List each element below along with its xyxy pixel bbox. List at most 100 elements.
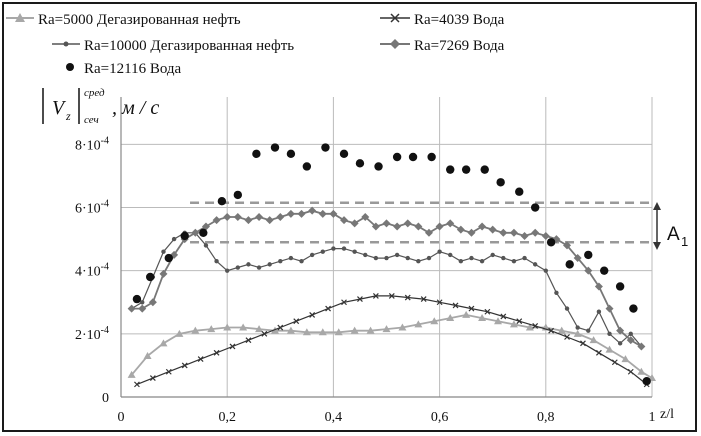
legend-marker-cross-icon xyxy=(390,13,400,23)
velocity-chart: Ra=5000 Дегазированная нефть Ra=4039 Вод… xyxy=(6,12,688,425)
data-point-dot xyxy=(246,262,251,267)
data-point-triangle xyxy=(605,345,614,353)
data-point-circle xyxy=(546,238,556,247)
data-point-triangle xyxy=(494,317,503,325)
data-point-circle xyxy=(302,162,312,171)
data-point-triangle xyxy=(589,336,598,344)
data-point-dot xyxy=(341,246,347,251)
legend-entry-4: Ra=12116 Вода xyxy=(66,61,182,77)
data-point-dot xyxy=(384,255,389,261)
x-tick-label: 0 xyxy=(118,410,125,425)
data-point-circle xyxy=(233,190,243,200)
grid xyxy=(121,97,653,397)
data-point-circle xyxy=(339,149,349,159)
data-point-dot xyxy=(586,328,591,333)
data-point-cross xyxy=(357,296,363,303)
data-point-triangle xyxy=(414,320,423,328)
data-point-diamond xyxy=(138,304,147,313)
data-point-triangle xyxy=(525,323,534,331)
x-axis-label: z/l xyxy=(660,407,674,422)
data-point-triangle xyxy=(350,326,359,334)
data-point-dot xyxy=(564,306,570,311)
data-point-cross xyxy=(404,294,411,301)
x-tick-label: 0,8 xyxy=(537,410,555,425)
legend-label-3: Ra=7269 Вода xyxy=(414,38,505,54)
legend-entry-2: Ra=10000 Дегазированная нефть xyxy=(52,38,294,54)
legend-label-4: Ra=12116 Вода xyxy=(84,61,182,77)
series-line xyxy=(136,295,648,385)
data-point-dot xyxy=(373,255,379,261)
data-point-diamond xyxy=(478,222,487,231)
data-point-dot xyxy=(596,309,602,314)
reference-lines xyxy=(190,201,652,244)
data-point-dot xyxy=(479,259,485,264)
data-point-circle xyxy=(180,231,189,241)
data-point-dot xyxy=(278,259,283,264)
data-point-dot xyxy=(532,262,538,267)
series-group xyxy=(127,143,656,388)
data-point-diamond xyxy=(488,225,497,234)
data-point-diamond xyxy=(531,228,540,237)
data-point-diamond xyxy=(148,298,157,307)
data-point-circle xyxy=(252,149,261,159)
data-point-dot xyxy=(628,331,633,337)
ylabel-sub-sec: сеч xyxy=(84,114,99,126)
data-point-diamond xyxy=(340,216,349,225)
data-point-diamond xyxy=(563,241,572,250)
data-point-cross xyxy=(436,299,443,306)
data-point-cross xyxy=(500,313,507,320)
ylabel-sub: z xyxy=(65,109,71,123)
data-point-triangle xyxy=(430,317,439,325)
data-point-cross xyxy=(261,330,268,337)
data-point-triangle xyxy=(207,325,216,333)
x-tick-label: 0,4 xyxy=(325,410,343,425)
annotation-sub: 1 xyxy=(681,234,688,249)
data-point-diamond xyxy=(573,254,582,263)
data-point-circle xyxy=(565,260,574,269)
data-point-diamond xyxy=(223,213,232,221)
data-point-diamond xyxy=(382,219,391,228)
data-point-circle xyxy=(374,162,383,171)
data-point-dot xyxy=(617,341,623,346)
data-point-dot xyxy=(309,252,315,258)
data-point-dot xyxy=(448,252,453,258)
data-point-circle xyxy=(132,294,142,304)
legend-marker-triangle-icon xyxy=(15,13,25,22)
y-axis-label: V z сред сеч , м / с xyxy=(42,87,159,126)
data-point-diamond xyxy=(361,213,370,221)
data-point-diamond xyxy=(616,326,625,335)
data-point-cross xyxy=(595,349,602,356)
data-point-diamond xyxy=(318,209,327,218)
data-point-dot xyxy=(363,252,368,258)
x-tick-label: 0,6 xyxy=(431,410,449,425)
data-point-circle xyxy=(584,250,593,260)
data-point-dot xyxy=(225,268,230,273)
annotation-a: A xyxy=(667,224,680,245)
data-point-triangle xyxy=(509,320,518,328)
data-point-circle xyxy=(321,143,330,152)
data-point-diamond xyxy=(286,209,295,218)
data-point-dot xyxy=(171,236,177,242)
data-point-circle xyxy=(270,143,280,152)
legend-entry-1: Ra=4039 Вода xyxy=(380,12,505,28)
data-point-diamond xyxy=(456,225,465,234)
data-point-triangle xyxy=(446,314,455,322)
data-point-triangle xyxy=(573,329,582,337)
data-point-dot xyxy=(437,249,442,254)
data-point-circle xyxy=(515,187,524,196)
data-point-diamond xyxy=(509,228,518,237)
data-point-cross xyxy=(293,318,300,325)
ylabel-main: V xyxy=(52,97,67,119)
data-point-diamond xyxy=(244,216,253,225)
series-4 xyxy=(132,143,651,386)
data-point-diamond xyxy=(159,269,168,278)
data-point-triangle xyxy=(302,328,311,336)
data-point-circle xyxy=(530,203,540,212)
y-tick-label: 8·10-4 xyxy=(75,135,109,153)
data-point-diamond xyxy=(212,216,221,225)
data-point-dot xyxy=(203,243,209,248)
data-point-cross xyxy=(564,334,570,340)
amplitude-annotation: A 1 xyxy=(653,202,688,250)
legend-marker-diamond-icon xyxy=(390,39,400,49)
data-point-dot xyxy=(416,259,421,264)
